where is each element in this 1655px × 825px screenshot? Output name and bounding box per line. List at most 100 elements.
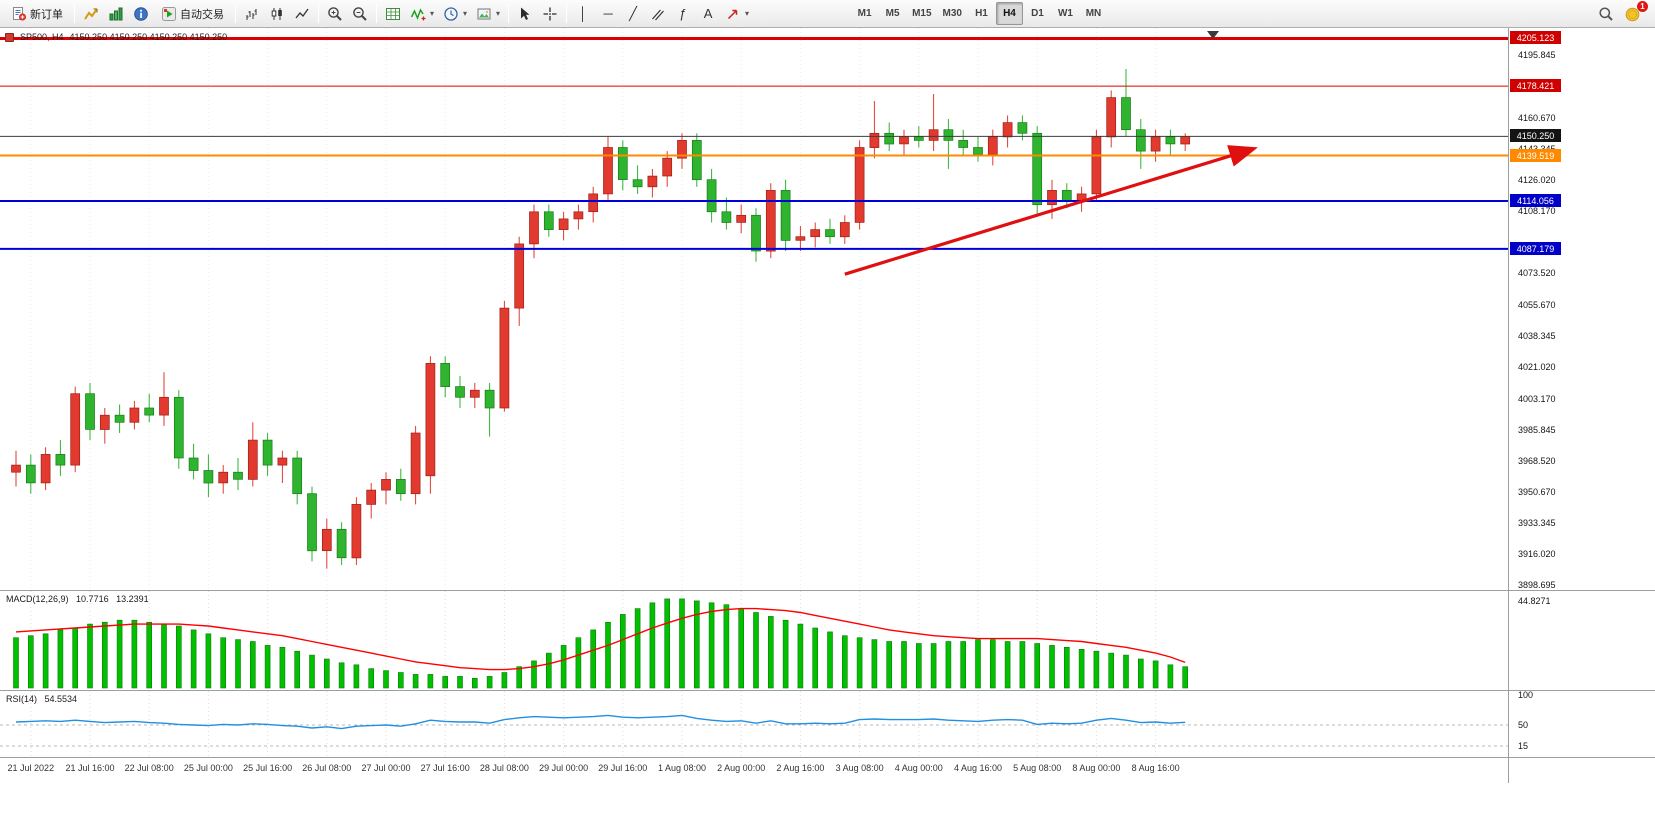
rsi-label: RSI(14) 54.5534	[6, 694, 82, 704]
axis-separator	[1509, 590, 1655, 591]
timeframe-mn-button[interactable]: MN	[1080, 2, 1107, 25]
toolbar-separator	[318, 4, 319, 23]
price-line-badge: 4087.179	[1510, 241, 1561, 255]
timeframe-m15-button[interactable]: M15	[907, 2, 936, 25]
notification-icon	[1624, 5, 1641, 22]
new-order-button[interactable]: 新订单	[4, 2, 70, 25]
zoom-out-button[interactable]	[348, 2, 372, 25]
price-axis[interactable]: 4195.8454160.6704143.3454126.0204108.170…	[1508, 28, 1655, 783]
chevron-down-icon: ▾	[496, 8, 501, 18]
grid-button[interactable]	[381, 2, 405, 25]
price-chart-panel[interactable]: SP500, H4 4150.250 4150.250 4150.250 415…	[0, 28, 1508, 590]
market-watch-button[interactable]	[79, 2, 103, 25]
channel-icon	[650, 6, 666, 22]
trendline-button[interactable]: ╱	[621, 2, 645, 25]
search-button[interactable]	[1594, 2, 1618, 25]
time-axis-label: 22 Jul 08:00	[124, 763, 174, 773]
time-axis-label: 4 Aug 00:00	[894, 763, 943, 773]
timeframe-m30-button[interactable]: M30	[938, 2, 967, 25]
autotrade-label: 自动交易	[180, 8, 224, 21]
time-axis-label: 26 Jul 08:00	[302, 763, 352, 773]
candlestick-chart-icon	[269, 6, 285, 22]
fibonacci-icon: ƒ	[679, 6, 687, 21]
toolbar-separator	[376, 4, 377, 23]
periods-button[interactable]: ▾	[439, 2, 471, 25]
channel-button[interactable]	[646, 2, 670, 25]
price-axis-label: 4073.520	[1518, 268, 1556, 279]
price-axis-label: 3933.345	[1518, 518, 1556, 529]
new-order-label: 新订单	[30, 8, 63, 21]
toolbar-separator	[74, 4, 75, 23]
toolbar-right-group: 1	[1594, 1, 1651, 25]
fibonacci-button[interactable]: ƒ	[671, 2, 695, 25]
rsi-name: RSI(14)	[6, 694, 38, 704]
indicators-button[interactable]: ▾	[406, 2, 438, 25]
price-line-badge: 4178.421	[1510, 79, 1561, 93]
zoom-in-icon	[327, 6, 343, 22]
search-icon	[1598, 6, 1614, 22]
bar-chart-button[interactable]	[240, 2, 264, 25]
timeframe-d1-button[interactable]: D1	[1024, 2, 1051, 25]
notification-count-badge: 1	[1637, 1, 1648, 12]
toolbar-separator	[508, 4, 510, 23]
text-tool-button[interactable]: A	[696, 2, 720, 25]
price-axis-label: 4021.020	[1518, 361, 1556, 372]
zoom-out-icon	[352, 6, 368, 22]
axis-separator	[1509, 690, 1655, 691]
rsi-axis-label: 15	[1518, 741, 1529, 751]
charts-button[interactable]	[104, 2, 128, 25]
timeframe-h4-button[interactable]: H4	[995, 2, 1023, 25]
text-icon: A	[703, 6, 713, 21]
price-axis-label: 4038.345	[1518, 331, 1556, 342]
price-line-badge: 4150.250	[1510, 129, 1561, 143]
autotrade-button[interactable]: 自动交易	[154, 2, 231, 25]
macd-label: MACD(12,26,9) 10.7716 13.2391	[6, 594, 154, 604]
price-axis-label: 4160.670	[1518, 112, 1556, 123]
chevron-down-icon: ▾	[745, 8, 750, 18]
timeframe-m5-button[interactable]: M5	[879, 2, 906, 25]
trendline-icon: ╱	[629, 6, 637, 21]
templates-icon	[476, 6, 492, 22]
cursor-icon	[517, 6, 533, 22]
horizontal-line-button[interactable]: ─	[596, 2, 620, 25]
timeframe-h1-button[interactable]: H1	[968, 2, 995, 25]
bar-chart-icon	[244, 6, 260, 22]
data-window-button[interactable]	[129, 2, 153, 25]
price-axis-label: 4055.670	[1518, 300, 1556, 311]
rsi-chart	[0, 691, 1508, 757]
chevron-down-icon: ▾	[430, 8, 435, 18]
time-axis-label: 3 Aug 08:00	[835, 763, 884, 773]
timeframe-m1-button[interactable]: M1	[851, 2, 878, 25]
timeframe-w1-button[interactable]: W1	[1052, 2, 1079, 25]
time-axis-label: 28 Jul 08:00	[479, 763, 529, 773]
zoom-in-button[interactable]	[323, 2, 347, 25]
macd-value-main: 10.7716	[76, 594, 109, 604]
rsi-axis-label: 50	[1518, 720, 1529, 730]
rsi-panel[interactable]: RSI(14) 54.5534	[0, 690, 1508, 757]
periods-icon	[443, 6, 459, 22]
symbol-ohlc: 4150.250 4150.250 4150.250 4150.250	[69, 32, 228, 42]
candlestick-chart-button[interactable]	[265, 2, 289, 25]
toolbar-separator	[566, 4, 568, 23]
macd-axis-label: 44.8271	[1518, 596, 1551, 607]
templates-button[interactable]: ▾	[472, 2, 504, 25]
price-line-badge: 4114.056	[1510, 193, 1561, 207]
vertical-line-button[interactable]: │	[571, 2, 595, 25]
cursor-button[interactable]	[513, 2, 537, 25]
time-axis-label: 8 Aug 16:00	[1131, 763, 1180, 773]
arrows-tool-button[interactable]: ▾	[721, 2, 753, 25]
line-chart-icon	[294, 6, 310, 22]
rsi-value: 54.5534	[44, 694, 78, 704]
line-chart-button[interactable]	[290, 2, 314, 25]
crosshair-button[interactable]	[538, 2, 562, 25]
axis-separator	[1509, 757, 1655, 758]
indicators-icon	[410, 6, 426, 22]
notifications-button[interactable]: 1	[1620, 1, 1648, 25]
grid-icon	[385, 6, 401, 22]
macd-panel[interactable]: MACD(12,26,9) 10.7716 13.2391	[0, 590, 1508, 690]
time-axis-label: 2 Aug 16:00	[776, 763, 825, 773]
time-axis-label: 4 Aug 16:00	[953, 763, 1003, 773]
autotrade-icon	[161, 6, 177, 22]
time-axis[interactable]: 21 Jul 2022 21 Jul 16:00 22 Jul 08:00 25 Ju…	[0, 757, 1508, 783]
